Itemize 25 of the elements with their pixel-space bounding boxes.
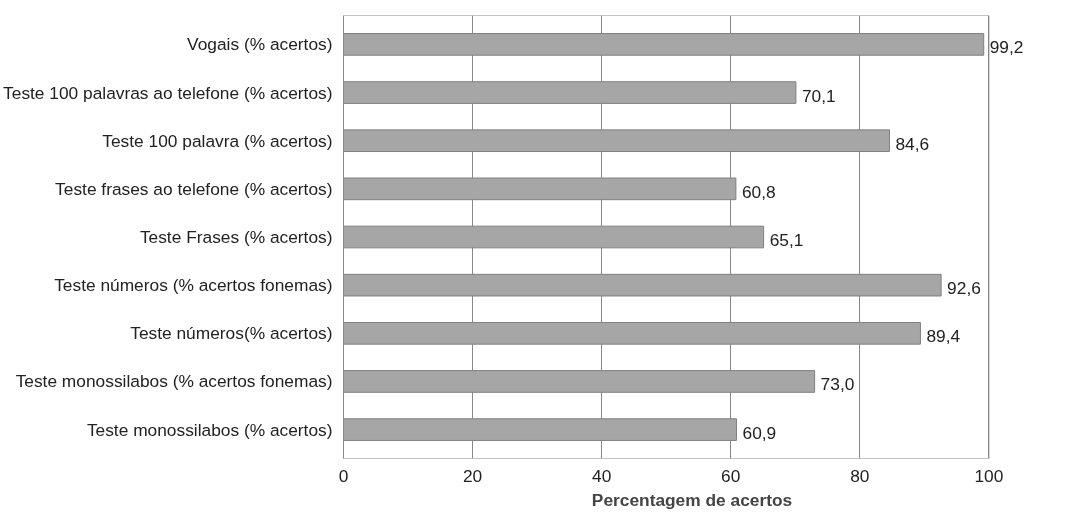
y-tick-label: Teste Frases (% acertos) bbox=[139, 227, 333, 247]
data-label: 60,8 bbox=[741, 181, 776, 202]
data-label: 99,2 bbox=[989, 37, 1024, 58]
data-label: 65,1 bbox=[769, 230, 804, 250]
y-tick-label: Teste 100 palavras ao telefone (% acertos) bbox=[3, 82, 333, 103]
y-tick-label: Vogais (% acertos) bbox=[187, 34, 333, 55]
y-tick-label: Teste frases ao telefone (% acertos) bbox=[55, 178, 333, 199]
y-tick-label: Teste números (% acertos fonemas) bbox=[54, 275, 333, 296]
y-tick-label: Teste 100 palavra (% acertos) bbox=[102, 130, 333, 151]
x-tick-label: 60 bbox=[721, 465, 741, 486]
x-tick-label: 80 bbox=[850, 465, 870, 486]
y-tick-label: Teste números(% acertos) bbox=[130, 323, 333, 344]
x-tick-label: 0 bbox=[338, 465, 349, 486]
y-tick-label: Teste monossilabos (% acertos) bbox=[86, 419, 333, 440]
data-label: 73,0 bbox=[820, 374, 855, 395]
data-label: 60,9 bbox=[742, 422, 777, 443]
data-label: 70,1 bbox=[801, 85, 836, 106]
x-axis-title: Percentagem de acertos bbox=[591, 489, 793, 510]
data-label: 92,6 bbox=[947, 278, 981, 299]
x-tick-label: 100 bbox=[974, 465, 1004, 486]
x-tick-label: 40 bbox=[592, 465, 612, 486]
x-tick-label: 20 bbox=[462, 465, 483, 486]
y-tick-label: Teste monossilabos (% acertos fonemas) bbox=[15, 371, 333, 392]
data-label: 89,4 bbox=[926, 326, 961, 347]
data-label: 84,6 bbox=[895, 133, 930, 154]
